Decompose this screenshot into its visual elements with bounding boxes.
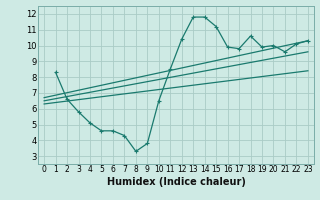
X-axis label: Humidex (Indice chaleur): Humidex (Indice chaleur)	[107, 177, 245, 187]
